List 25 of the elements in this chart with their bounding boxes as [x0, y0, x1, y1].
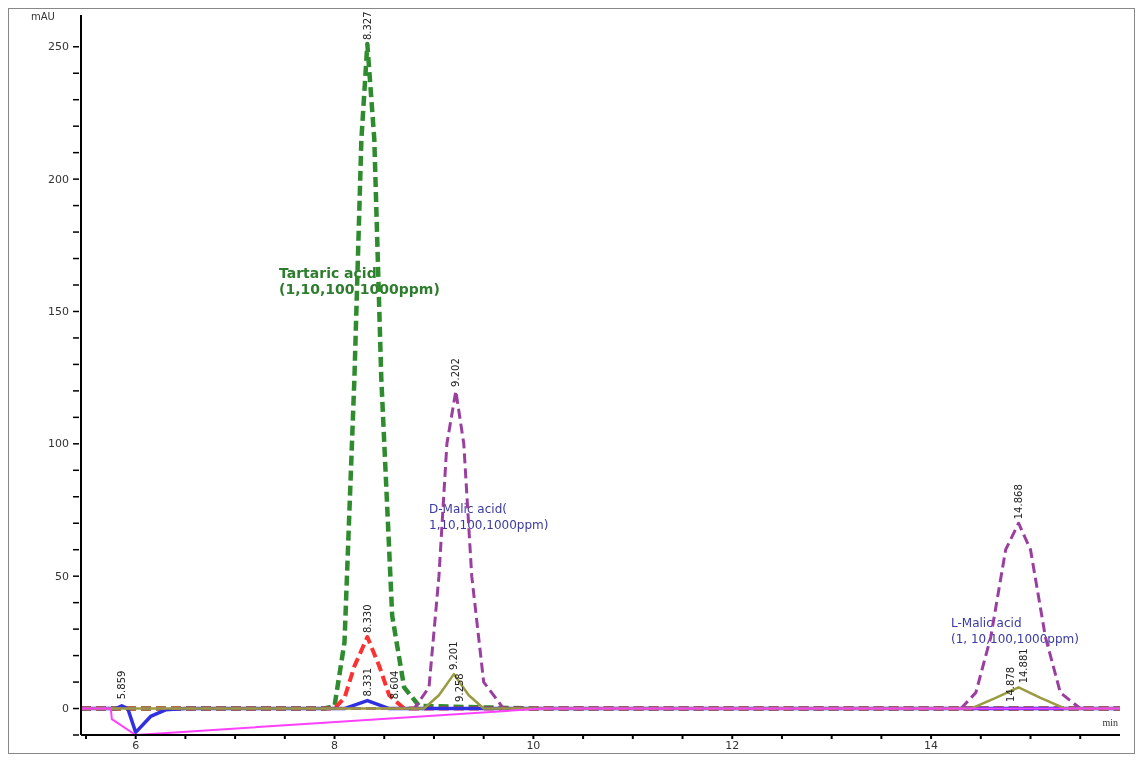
x-tick-label: 14 [924, 738, 939, 752]
y-tick-label: 150 [48, 304, 69, 318]
annotation: 9.202 [450, 358, 462, 387]
x-tick-label: 6 [132, 738, 140, 752]
x-tick-label: 12 [725, 738, 740, 752]
x-tick-label: 8 [331, 738, 339, 752]
annotation: 14.881 [1018, 648, 1030, 684]
y-tick-label: 250 [48, 40, 69, 54]
annotation: 14.878 [1005, 666, 1017, 702]
y-tick-label: 100 [48, 437, 69, 451]
x-tick-label: 10 [526, 738, 541, 752]
annotation: 8.331 [361, 667, 373, 697]
annotation: 14.868 [1013, 484, 1025, 520]
annotation: 9.201 [448, 641, 460, 671]
annotation: 8.327 [361, 11, 373, 41]
annotation: 8.604 [388, 670, 400, 700]
annotation: 9.258 [454, 673, 466, 702]
y-tick-label: 0 [62, 702, 69, 716]
y-tick-label: 200 [48, 172, 69, 186]
annotation: 5.859 [116, 670, 128, 700]
y-tick-label: 50 [55, 569, 69, 583]
annotation: 8.330 [361, 604, 373, 634]
y-axis-title: mAU [31, 11, 55, 22]
x-axis-title: min [1102, 717, 1118, 729]
annotation: D-Malic acid( 1,10,100,1000ppm) [429, 501, 549, 533]
